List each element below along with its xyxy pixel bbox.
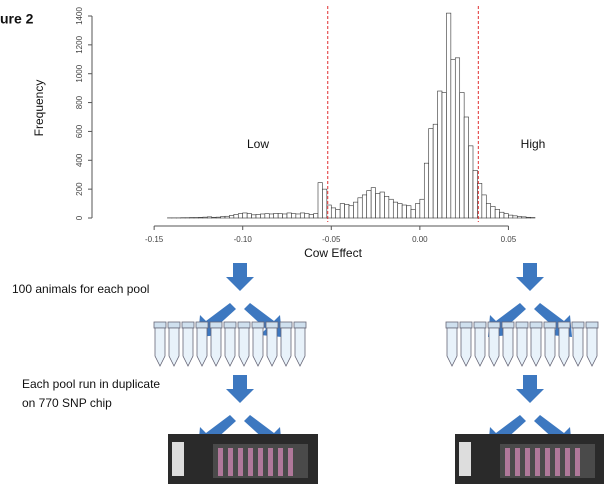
bar [494, 209, 500, 219]
bar [202, 216, 208, 219]
bar [344, 203, 350, 219]
bar [446, 12, 452, 219]
bar [525, 216, 531, 219]
bar [521, 216, 527, 219]
bar [348, 205, 354, 219]
bar [286, 212, 292, 219]
bar [410, 209, 416, 219]
bar [295, 213, 301, 219]
bar [224, 215, 230, 219]
bar [242, 212, 248, 219]
bar [353, 201, 359, 219]
bar [335, 209, 341, 219]
bar [206, 216, 213, 219]
bar [198, 217, 204, 219]
bar [246, 213, 252, 219]
bar [260, 213, 266, 219]
y-tick-label: 600 [75, 124, 84, 138]
bar [308, 214, 314, 219]
bar [370, 187, 376, 219]
bar [459, 92, 465, 219]
bar [255, 214, 261, 219]
bar [490, 206, 496, 219]
bar [415, 203, 421, 219]
bar [330, 207, 337, 219]
step-label: on 770 SNP chip [22, 396, 112, 410]
bar [299, 212, 306, 219]
bar [273, 213, 279, 219]
y-tick-label: 1000 [75, 64, 84, 82]
bar [481, 194, 487, 219]
bar [357, 197, 363, 219]
x-tick-label: 0.00 [412, 235, 428, 244]
bar [454, 57, 461, 219]
bar [468, 145, 474, 219]
bar [304, 213, 310, 219]
bar [503, 213, 509, 219]
bar [463, 116, 469, 219]
bar [397, 203, 403, 219]
bar [437, 90, 443, 219]
bar [423, 162, 430, 219]
bar [450, 58, 456, 219]
bar [512, 215, 518, 219]
bar [419, 198, 425, 219]
bar [229, 215, 235, 219]
y-tick-label: 0 [75, 215, 84, 220]
step-label: Each pool run in duplicate [22, 377, 160, 391]
bar [211, 216, 217, 219]
bar [233, 214, 239, 219]
x-tick-label: 0.05 [501, 235, 517, 244]
bar [220, 216, 226, 219]
y-tick-label: 1200 [75, 35, 84, 53]
y-tick-label: 800 [75, 95, 84, 109]
bar [291, 213, 297, 219]
y-tick-label: 400 [75, 153, 84, 167]
x-tick-label: -0.05 [322, 235, 341, 244]
bar [441, 92, 447, 219]
bar [366, 190, 372, 219]
bar [508, 214, 514, 219]
y-tick-label: 200 [75, 182, 84, 196]
bar [392, 201, 399, 219]
bar [472, 170, 478, 219]
bar [215, 216, 221, 219]
bar [317, 182, 323, 219]
bar [401, 204, 407, 219]
figure-label: ure 2 [0, 11, 34, 27]
bar [428, 128, 434, 219]
bar [499, 211, 505, 219]
bar [379, 191, 385, 219]
bar [268, 213, 275, 219]
annotation: Low [247, 137, 269, 151]
bar [432, 123, 438, 219]
y-axis-label: Frequency [32, 80, 46, 137]
diagram [153, 263, 604, 484]
bar [384, 196, 390, 219]
bar [516, 216, 523, 219]
bar [361, 194, 368, 219]
bar [375, 193, 381, 219]
bar [485, 203, 492, 219]
step-label: 100 animals for each pool [12, 282, 149, 296]
bar [406, 205, 412, 219]
bar [277, 213, 283, 219]
x-tick-label: -0.10 [234, 235, 253, 244]
bar [313, 213, 319, 219]
x-tick-label: -0.15 [145, 235, 164, 244]
bar [251, 214, 257, 219]
bar [322, 188, 328, 219]
bar [264, 213, 270, 219]
bar [237, 213, 244, 219]
x-axis-label: Cow Effect [304, 246, 362, 260]
bar [388, 198, 394, 219]
annotation: High [521, 137, 546, 151]
bar [339, 203, 345, 219]
y-tick-label: 1400 [75, 7, 84, 25]
bar [282, 213, 288, 219]
